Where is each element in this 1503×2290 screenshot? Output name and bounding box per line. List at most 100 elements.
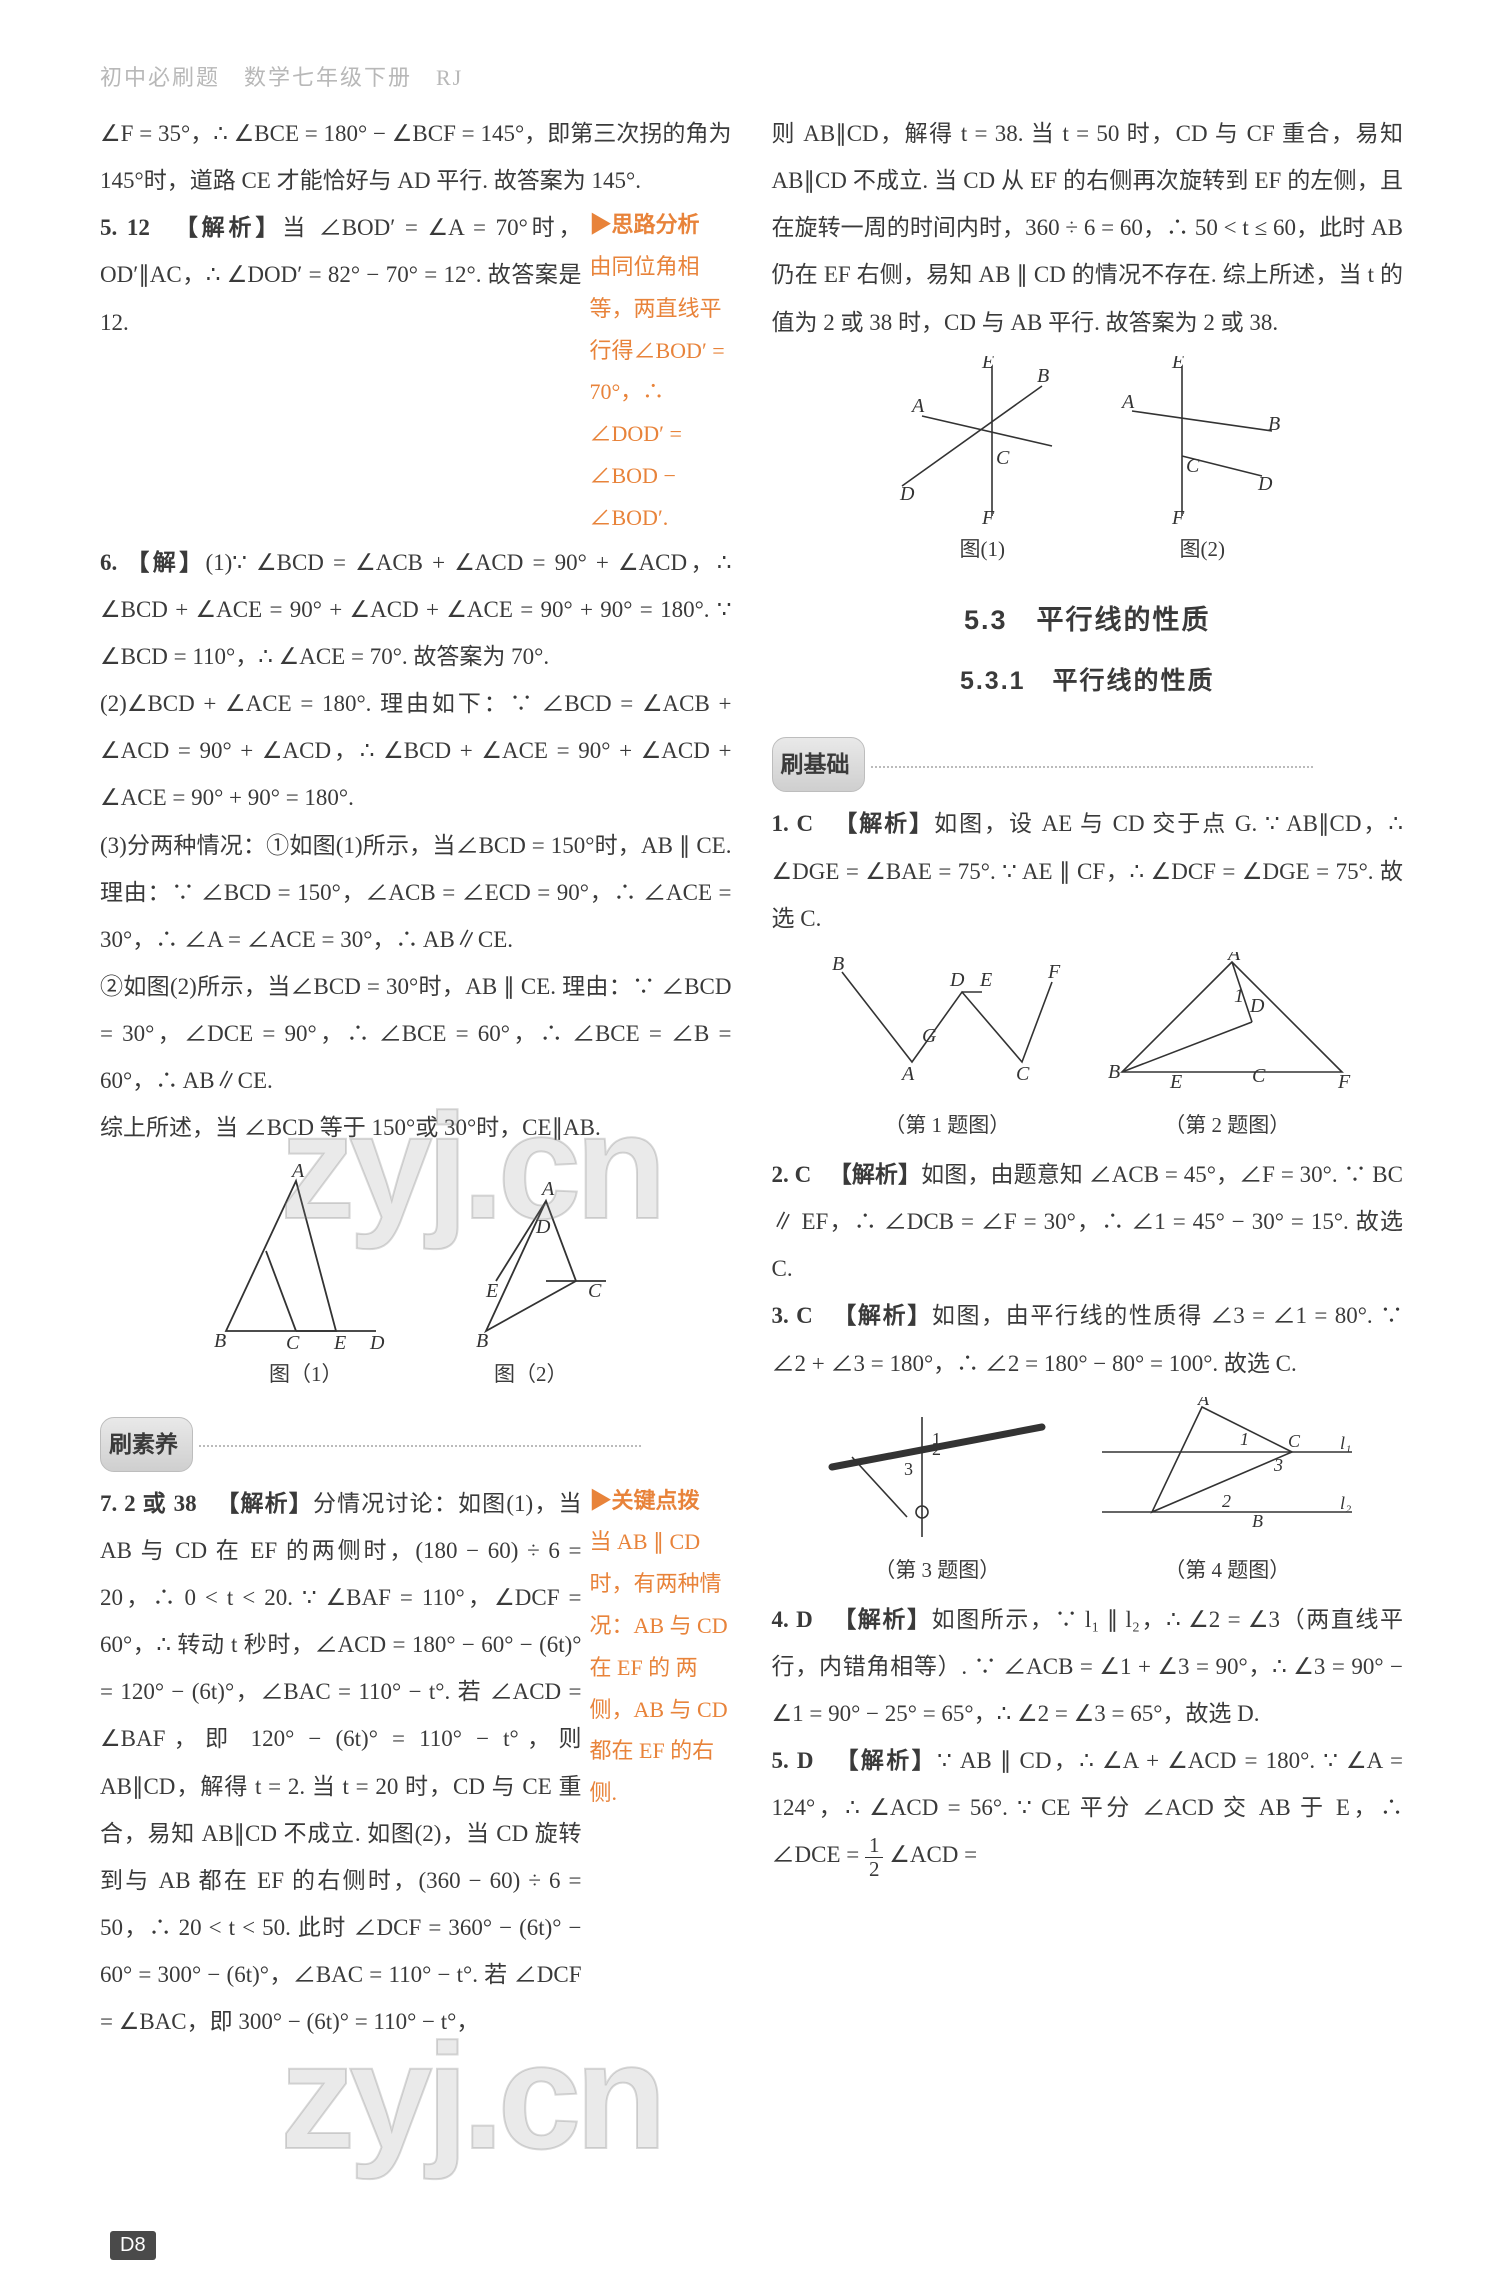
fig-q1: B D E F G A C （第 1 题图） — [822, 952, 1072, 1147]
svg-text:1: 1 — [932, 1429, 941, 1449]
q5-body: 当 ∠BOD′ = ∠A = 70°时，OD′∥AC，∴ ∠DOD′ = 82°… — [100, 215, 582, 334]
q2: 2. C 【解析】如图，由题意知 ∠ACB = 45°，∠F = 30°. ∵ … — [772, 1151, 1404, 1292]
q4-number: 4. — [772, 1607, 789, 1632]
q7-side-body: 当 AB ∥ CD 时，有两种情况：AB 与 CD 在 EF 的 两侧，AB 与… — [590, 1529, 728, 1805]
page-number: D8 — [110, 2231, 156, 2260]
q3-tag: 【解析】 — [845, 1303, 932, 1328]
svg-text:B: B — [832, 953, 844, 975]
q5: 5. 12 【解析】当 ∠BOD′ = ∠A = 70°时，OD′∥AC，∴ ∠… — [100, 204, 582, 345]
svg-text:B: B — [1252, 1511, 1263, 1531]
q5-number: 5. — [100, 215, 117, 240]
q7-figures: B A D C E F 图(1) — [772, 356, 1404, 571]
q6-fig1-caption: 图（1） — [206, 1353, 406, 1396]
q6-fig2: A B C D E 图（2） — [436, 1161, 626, 1396]
q4-tag: 【解析】 — [845, 1607, 932, 1632]
svg-text:D: D — [535, 1216, 551, 1238]
fig-q3-cap: （第 3 题图） — [812, 1549, 1062, 1592]
fig-q4-cap: （第 4 题图） — [1092, 1549, 1362, 1592]
left-column: ∠F = 35°，∴ ∠BCE = 180° − ∠BCF = 145°，即第三… — [100, 110, 732, 2045]
svg-text:A: A — [1226, 952, 1241, 965]
page-header: 初中必刷题 数学七年级下册 RJ — [100, 60, 1403, 92]
svg-text:C: C — [1186, 455, 1200, 477]
svg-text:F: F — [1047, 961, 1061, 983]
two-column-layout: ∠F = 35°，∴ ∠BCE = 180° − ∠BCF = 145°，即第三… — [100, 110, 1403, 2045]
q7-row: 7. 2 或 38 【解析】分情况讨论：如图(1)，当 AB 与 CD 在 EF… — [100, 1480, 732, 2046]
q3-number: 3. — [772, 1303, 789, 1328]
svg-text:D: D — [1249, 995, 1265, 1017]
svg-text:E: E — [981, 356, 994, 373]
q6-tag: 【解】 — [126, 550, 205, 575]
badge-suyang-label: 刷素养 — [109, 1431, 178, 1457]
badge-jichu: 刷基础 — [772, 721, 1404, 800]
fig-q1-cap: （第 1 题图） — [822, 1104, 1072, 1147]
q4-answer: D — [796, 1607, 813, 1632]
svg-text:D: D — [1257, 473, 1273, 495]
svg-text:3: 3 — [904, 1459, 913, 1479]
q5-tag: 【解析】 — [186, 215, 282, 240]
svg-text:3: 3 — [1273, 1455, 1283, 1475]
svg-text:C: C — [588, 1280, 602, 1302]
q6-part3c: 综上所述，当 ∠BCD 等于 150°或 30°时，CE∥AB. — [100, 1104, 732, 1151]
svg-text:2: 2 — [1222, 1491, 1231, 1511]
q6-fig1: A B C D E 图（1） — [206, 1161, 406, 1396]
svg-text:1: 1 — [1240, 1429, 1249, 1449]
svg-text:l₁: l₁ — [1340, 1433, 1351, 1453]
q5r-tag: 【解析】 — [847, 1748, 937, 1773]
q3: 3. C 【解析】如图，由平行线的性质得 ∠3 = ∠1 = 80°. ∵ ∠2… — [772, 1292, 1404, 1386]
q6-part1: 6. 【解】(1)∵ ∠BCD = ∠ACB + ∠ACD = 90° + ∠A… — [100, 539, 732, 680]
q5-side-body: 由同位角相等，两直线平行得∠BOD′ = 70°，∴ ∠DOD′ = ∠BOD … — [590, 254, 725, 530]
svg-text:E: E — [1169, 1071, 1182, 1093]
svg-text:F: F — [1337, 1071, 1351, 1093]
svg-text:D: D — [369, 1332, 385, 1351]
svg-text:A: A — [900, 1063, 915, 1085]
q6-part3a: (3)分两种情况：①如图(1)所示，当∠BCD = 150°时，AB ∥ CE.… — [100, 822, 732, 963]
q5-side-note: ▶思路分析 由同位角相等，两直线平行得∠BOD′ = 70°，∴ ∠DOD′ =… — [582, 204, 732, 538]
svg-text:l₂: l₂ — [1340, 1493, 1351, 1513]
section-5-3: 5.3 平行线的性质 — [772, 593, 1404, 648]
svg-text:1: 1 — [1234, 985, 1244, 1007]
p4-continuation: ∠F = 35°，∴ ∠BCE = 180° − ∠BCF = 145°，即第三… — [100, 110, 732, 204]
q7-tag: 【解析】 — [228, 1491, 313, 1516]
svg-text:B: B — [1108, 1061, 1120, 1083]
svg-text:E: E — [979, 969, 992, 991]
q5-answer: 12 — [127, 215, 150, 240]
fig-q4: A C l₁ B l₂ 1 3 2 （第 4 题图） — [1092, 1397, 1362, 1592]
q7-figA: B A D C E F 图(1) — [882, 356, 1082, 571]
q2-number: 2. — [772, 1162, 789, 1187]
q1: 1. C 【解析】如图，设 AE 与 CD 交于点 G. ∵ AB∥CD，∴ ∠… — [772, 800, 1404, 941]
section-5-3-1: 5.3.1 平行线的性质 — [772, 656, 1404, 707]
q3-q4-figures: 3 2 1 （第 3 题图） A C — [772, 1397, 1404, 1592]
q5-side-title: ▶思路分析 — [590, 212, 700, 237]
fig-q2-cap: （第 2 题图） — [1102, 1104, 1352, 1147]
q7-body: 分情况讨论：如图(1)，当 AB 与 CD 在 EF 的两侧时，(180 − 6… — [100, 1491, 582, 2035]
fig-q2: A B D E F 1 C （第 2 题图） — [1102, 952, 1352, 1147]
q3-answer: C — [796, 1303, 813, 1328]
fig-q3: 3 2 1 （第 3 题图） — [812, 1397, 1062, 1592]
svg-text:E: E — [485, 1280, 498, 1302]
q5r-number: 5. — [772, 1748, 789, 1773]
svg-text:E: E — [333, 1332, 346, 1351]
svg-text:E: E — [1171, 356, 1184, 373]
q1-q2-figures: B D E F G A C （第 1 题图） — [772, 952, 1404, 1147]
q7-number: 7. — [100, 1491, 117, 1516]
q1-answer: C — [796, 811, 813, 836]
svg-text:A: A — [540, 1178, 555, 1200]
svg-text:C: C — [1016, 1063, 1030, 1085]
svg-text:A: A — [290, 1161, 305, 1182]
q5r-answer: D — [797, 1748, 814, 1773]
fraction-half: 12 — [865, 1834, 884, 1881]
svg-text:A: A — [1197, 1397, 1210, 1409]
svg-text:A: A — [1120, 391, 1135, 413]
q7-figB-cap: 图(2) — [1112, 528, 1292, 571]
q6-part2: (2)∠BCD + ∠ACE = 180°. 理由如下：∵ ∠BCD = ∠AC… — [100, 680, 732, 821]
q7-figB: E A B C D F 图(2) — [1112, 356, 1292, 571]
q6-fig2-caption: 图（2） — [436, 1353, 626, 1396]
badge-suyang: 刷素养 — [100, 1401, 732, 1480]
svg-text:B: B — [476, 1330, 488, 1351]
q5r-body-b: ∠ACD = — [889, 1842, 977, 1867]
svg-text:D: D — [949, 969, 965, 991]
svg-text:F: F — [1171, 507, 1185, 526]
svg-text:G: G — [922, 1025, 937, 1047]
q5-row: 5. 12 【解析】当 ∠BOD′ = ∠A = 70°时，OD′∥AC，∴ ∠… — [100, 204, 732, 538]
svg-text:F: F — [981, 507, 995, 526]
